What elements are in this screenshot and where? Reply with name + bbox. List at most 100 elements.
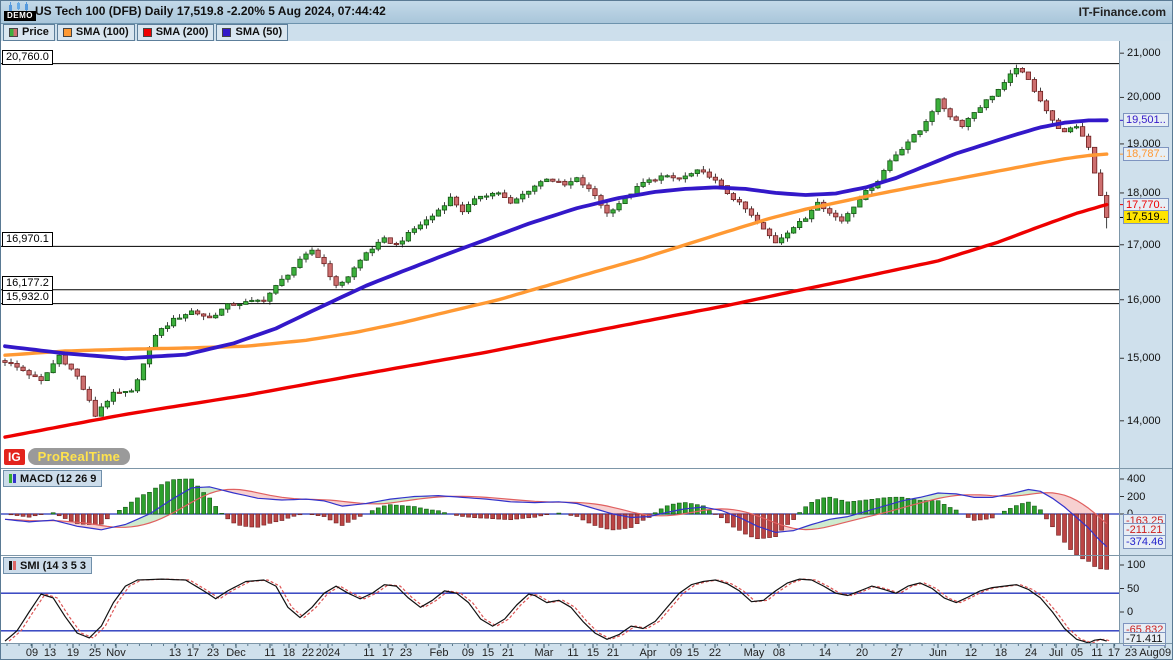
x-axis-label: 11 <box>264 647 276 659</box>
smi-tick-label: 50 <box>1127 582 1140 595</box>
x-axis-label: Nov <box>106 647 126 659</box>
smi-tick-label: 100 <box>1127 559 1146 571</box>
legend-sma100-label: SMA (100) <box>75 26 129 38</box>
price-tick-label: 16,000 <box>1127 293 1161 306</box>
legend-chip-price[interactable]: Price <box>3 23 55 41</box>
smi-current-value: -71.411 <box>1123 632 1166 646</box>
x-axis-label: 25 <box>88 647 102 659</box>
price-tick-label: 21,000 <box>1127 47 1161 60</box>
x-axis-label: 23 <box>1124 647 1138 659</box>
legend-chip-sma100[interactable]: SMA (100) <box>56 23 135 41</box>
broker-logo: IG ProRealTime <box>4 448 131 465</box>
macd-current-value: -374.46 <box>1123 535 1167 549</box>
x-axis-label: 18 <box>994 647 1008 659</box>
macd-tick-label: 200 <box>1127 490 1146 503</box>
x-axis-label: 15 <box>586 647 600 659</box>
sma100-swatch-icon <box>62 27 72 37</box>
x-axis-label: 13 <box>168 647 182 659</box>
x-axis-label: 2024 <box>315 647 341 659</box>
title-bar <box>1 1 1172 24</box>
x-axis-label: 09 <box>25 647 39 659</box>
macd-label: MACD (12 26 9 <box>20 472 97 485</box>
ig-logo: IG <box>4 448 25 465</box>
x-axis-label: 17 <box>186 647 200 659</box>
x-axis-label: Dec <box>226 647 246 659</box>
smi-label: SMI (14 3 5 3 <box>20 559 87 572</box>
x-axis-label: 17 <box>1107 647 1121 659</box>
legend-chip-sma50[interactable]: SMA (50) <box>216 23 289 41</box>
x-axis-label: 23 <box>206 647 220 659</box>
axis-separator <box>1119 41 1120 643</box>
demo-badge: DEMO <box>4 11 36 21</box>
price-tick-label: 14,000 <box>1127 414 1161 427</box>
legend-chip-sma200[interactable]: SMA (200) <box>136 23 215 41</box>
x-axis-label: May <box>743 647 765 659</box>
time-axis-strip[interactable] <box>1 643 1172 659</box>
legend-sma50-label: SMA (50) <box>235 26 283 38</box>
x-axis-label: 21 <box>606 647 620 659</box>
price-current-value: 19,501.. <box>1123 113 1169 128</box>
x-axis-label: 17 <box>381 647 395 659</box>
macd-tick-label: 400 <box>1127 473 1146 485</box>
x-axis-label: 11 <box>567 647 579 659</box>
x-axis-label: 22 <box>301 647 315 659</box>
x-axis-label: 08 <box>772 647 786 659</box>
legend-price-label: Price <box>22 26 49 38</box>
x-axis-label: 15 <box>481 647 495 659</box>
x-axis-label: 20 <box>855 647 869 659</box>
x-axis-label: 21 <box>501 647 515 659</box>
sma200-swatch-icon <box>142 27 152 37</box>
panel-separator[interactable] <box>1 555 1172 556</box>
x-axis-label: 09 <box>1158 647 1172 659</box>
chart-mini-icon <box>9 2 28 11</box>
price-tick-label: 19,000 <box>1127 137 1161 150</box>
macd-icon <box>9 474 16 483</box>
x-axis-label: 15 <box>686 647 700 659</box>
x-axis-label: 14 <box>818 647 832 659</box>
price-axis-strip[interactable] <box>1119 41 1172 659</box>
price-current-value: 17,519.. <box>1123 210 1169 225</box>
price-current-value: 18,787.. <box>1123 147 1169 162</box>
smi-legend-chip[interactable]: SMI (14 3 5 3 <box>3 557 93 574</box>
x-axis-label: 22 <box>708 647 722 659</box>
x-axis-label: 12 <box>964 647 978 659</box>
x-axis-label: 09 <box>461 647 475 659</box>
sma50-swatch-icon <box>222 27 232 37</box>
smi-tick-label: 0 <box>1127 606 1134 618</box>
x-axis-label: 18 <box>282 647 296 659</box>
prorealtime-logo: ProRealTime <box>27 448 131 465</box>
legend-bar: Price SMA (100) SMA (200) SMA (50) <box>1 23 1172 41</box>
provider-link[interactable]: IT-Finance.com <box>1078 5 1166 19</box>
smi-icon <box>9 561 16 570</box>
panel-separator <box>1 643 1172 644</box>
support-level-label: 16,970.1 <box>2 232 53 248</box>
x-axis-label: 24 <box>1024 647 1038 659</box>
price-tick-label: 15,000 <box>1127 352 1161 365</box>
price-tick-label: 17,000 <box>1127 238 1161 251</box>
price-swatch-icon <box>9 27 18 37</box>
x-axis-label: 11 <box>1091 647 1103 659</box>
macd-legend-chip[interactable]: MACD (12 26 9 <box>3 470 103 487</box>
support-level-label: 15,932.0 <box>2 289 53 305</box>
support-level-label: 16,177.2 <box>2 275 53 291</box>
x-axis-label: Mar <box>534 647 554 659</box>
x-axis-label: 11 <box>363 647 375 659</box>
x-axis-label: 09 <box>669 647 683 659</box>
x-axis-label: Feb <box>429 647 449 659</box>
support-level-label: 20,760.0 <box>2 49 53 65</box>
x-axis-label: Aug <box>1139 647 1159 659</box>
price-tick-label: 20,000 <box>1127 91 1161 104</box>
x-axis-label: Apr <box>639 647 657 659</box>
x-axis-label: 05 <box>1070 647 1084 659</box>
x-axis-label: 19 <box>66 647 80 659</box>
legend-sma200-label: SMA (200) <box>155 26 209 38</box>
x-axis-label: Jun <box>929 647 947 659</box>
x-axis-label: 13 <box>43 647 57 659</box>
panel-separator[interactable] <box>1 468 1172 469</box>
x-axis-label: 23 <box>399 647 413 659</box>
price-tick-label: 18,000 <box>1127 186 1161 199</box>
page-title: US Tech 100 (DFB) Daily 17,519.8 -2.20% … <box>35 4 386 18</box>
x-axis-label: Jul <box>1048 647 1064 659</box>
